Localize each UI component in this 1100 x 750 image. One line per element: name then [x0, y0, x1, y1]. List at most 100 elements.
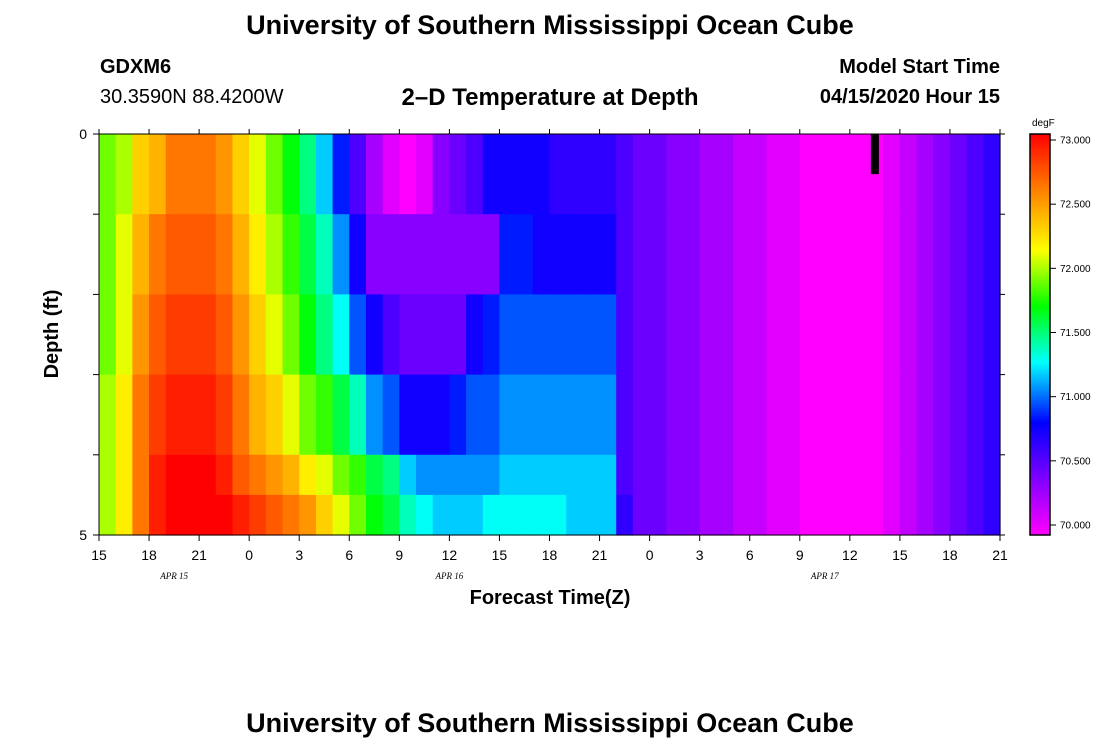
heatmap-cell	[682, 454, 701, 496]
heatmap-cell	[766, 454, 784, 496]
heatmap-cell	[849, 214, 868, 295]
heatmap-cell	[866, 494, 884, 536]
heatmap-cell	[899, 454, 918, 496]
heatmap-cell	[482, 134, 501, 215]
x-tick-label: 9	[395, 547, 403, 563]
colorbar-tick-label: 73.000	[1060, 136, 1091, 147]
heatmap-cell	[399, 214, 417, 295]
heatmap-cell	[983, 374, 1001, 456]
heatmap-cell	[365, 294, 384, 376]
heatmap-cell	[349, 134, 367, 215]
heatmap-cell	[482, 494, 501, 536]
heatmap-cell	[816, 494, 834, 536]
heatmap-cell	[933, 374, 951, 456]
heatmap-cell	[265, 134, 284, 215]
heatmap-cell	[949, 374, 968, 456]
heatmap-cell	[165, 214, 184, 295]
heatmap-cell	[282, 294, 300, 376]
heatmap-cell	[916, 374, 934, 456]
heatmap-cell	[499, 134, 517, 215]
heatmap-cell	[816, 214, 834, 295]
x-tick-label: 0	[245, 547, 253, 563]
heatmap-cell	[766, 374, 784, 456]
heatmap-cell	[899, 494, 918, 536]
station-coordinates: 30.3590N 88.4200W	[100, 86, 284, 108]
heatmap-cell	[299, 294, 317, 376]
heatmap-cell	[249, 494, 267, 536]
heatmap-cell	[132, 134, 150, 215]
heatmap-cell	[232, 294, 250, 376]
heatmap-cell	[682, 134, 701, 215]
heatmap-cell	[249, 134, 267, 215]
heatmap-cell	[716, 374, 734, 456]
heatmap-cell	[716, 214, 734, 295]
heatmap-cell	[182, 294, 200, 376]
heatmap-cell	[582, 494, 601, 536]
heatmap-cell	[516, 494, 534, 536]
heatmap-cell	[432, 494, 450, 536]
heatmap-cell	[265, 494, 284, 536]
heatmap-cell	[916, 134, 934, 215]
heatmap-cell	[799, 134, 818, 215]
heatmap-cell	[466, 374, 484, 456]
heatmap-cell	[582, 134, 601, 215]
heatmap-cell	[165, 134, 184, 215]
heatmap-cell	[382, 494, 400, 536]
colorbar-tick-label: 72.000	[1060, 264, 1091, 275]
heatmap-cell	[482, 214, 501, 295]
heatmap-cell	[365, 374, 384, 456]
heatmap-cell	[249, 454, 267, 496]
heatmap-cell	[516, 454, 534, 496]
heatmap-cell	[399, 134, 417, 215]
heatmap-cell	[966, 214, 984, 295]
heatmap-cell	[332, 454, 350, 496]
x-tick-label: 12	[842, 547, 858, 563]
heatmap-cell	[232, 214, 250, 295]
heatmap-cell	[649, 294, 667, 376]
heatmap-cell	[416, 454, 434, 496]
heatmap-cell	[983, 454, 1001, 496]
heatmap-cell	[432, 134, 450, 215]
x-tick-label: 18	[542, 547, 558, 563]
y-tick-label: 5	[79, 527, 87, 543]
heatmap-cell	[282, 214, 300, 295]
heatmap-cell	[315, 494, 334, 536]
heatmap-cell	[866, 134, 884, 215]
heatmap-cell	[416, 294, 434, 376]
heatmap-cell	[883, 494, 901, 536]
heatmap-cell	[349, 454, 367, 496]
heatmap-cell	[249, 294, 267, 376]
heatmap-cell	[315, 134, 334, 215]
heatmap-cell	[632, 134, 651, 215]
heatmap-cell	[916, 494, 934, 536]
heatmap-cell	[349, 214, 367, 295]
heatmap-cell	[449, 494, 467, 536]
model-start-time: 04/15/2020 Hour 15	[819, 86, 1000, 108]
heatmap-cell	[182, 494, 200, 536]
heatmap-cell	[532, 494, 551, 536]
heatmap-cell	[799, 374, 818, 456]
heatmap-cell	[516, 134, 534, 215]
heatmap-cell	[416, 374, 434, 456]
heatmap-cell	[749, 374, 768, 456]
heatmap-cell	[766, 294, 784, 376]
heatmap-cell	[899, 374, 918, 456]
heatmap-cell	[649, 374, 667, 456]
heatmap-cell	[616, 134, 634, 215]
station-id: GDXM6	[100, 56, 172, 78]
heatmap-cell	[115, 374, 133, 456]
heatmap-cell	[699, 294, 717, 376]
heatmap-cell	[432, 374, 450, 456]
heatmap-cell	[149, 134, 167, 215]
heatmap-cell	[866, 294, 884, 376]
heatmap-cell	[632, 494, 651, 536]
heatmap-cell	[966, 374, 984, 456]
heatmap-cell	[949, 214, 968, 295]
heatmap-cell	[182, 454, 200, 496]
heatmap-cell	[983, 494, 1001, 536]
heatmap-cell	[99, 374, 117, 456]
heatmap-cell	[449, 454, 467, 496]
heatmap-cell	[182, 374, 200, 456]
heatmap-cell	[966, 134, 984, 215]
